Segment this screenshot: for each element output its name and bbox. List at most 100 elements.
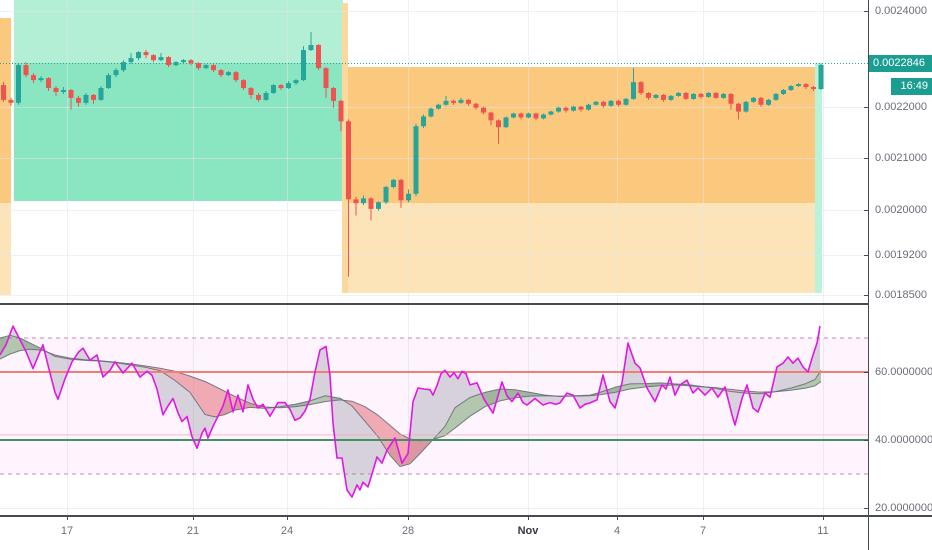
candle xyxy=(638,82,644,93)
candle xyxy=(113,70,119,76)
candle xyxy=(226,72,231,76)
axis-tick xyxy=(864,210,868,211)
candle xyxy=(8,99,14,103)
axis-tick xyxy=(864,11,868,12)
candle xyxy=(383,186,389,203)
candle xyxy=(293,80,299,84)
candle xyxy=(818,64,824,90)
candle xyxy=(773,93,779,100)
price-pane[interactable] xyxy=(0,0,932,305)
candle xyxy=(743,101,749,112)
candle xyxy=(256,94,261,100)
candle xyxy=(586,104,591,110)
candle xyxy=(106,75,111,89)
candle xyxy=(631,82,636,99)
candle xyxy=(458,99,464,103)
candle xyxy=(136,52,141,59)
candle xyxy=(398,179,404,201)
zone-exit-sliver xyxy=(815,63,822,293)
axis-tick xyxy=(864,107,868,108)
candle xyxy=(736,103,741,112)
candle xyxy=(263,92,269,100)
candle xyxy=(481,107,486,113)
candle xyxy=(338,100,344,122)
price-axis-label: 0.0024000 xyxy=(875,5,927,17)
axis-tick xyxy=(864,295,868,296)
candle xyxy=(143,52,149,56)
candle xyxy=(518,113,524,118)
candle xyxy=(473,103,479,108)
candle xyxy=(758,97,764,105)
candle xyxy=(316,45,321,69)
candle xyxy=(173,62,179,66)
zone-long-zone-dark xyxy=(14,63,343,201)
indicator-pane[interactable] xyxy=(0,305,932,515)
zone-short-tail-light xyxy=(0,203,11,295)
candle xyxy=(391,179,396,187)
time-axis[interactable]: 17 21 24 28 Nov 4 7 11 xyxy=(0,515,932,550)
candle xyxy=(683,92,689,99)
candle xyxy=(646,92,651,98)
candle xyxy=(346,121,351,200)
candle xyxy=(548,111,554,115)
candle xyxy=(526,113,531,118)
time-axis-label: 17 xyxy=(60,525,74,537)
candle xyxy=(706,92,711,97)
ma-fill-bull xyxy=(775,370,821,392)
candle xyxy=(728,93,734,104)
price-axis-label: 0.0019200 xyxy=(875,249,927,261)
candle xyxy=(158,57,164,61)
candle xyxy=(151,55,156,61)
candle xyxy=(751,97,756,102)
candle xyxy=(781,89,786,94)
candle xyxy=(608,100,614,106)
candle xyxy=(668,95,674,100)
candle xyxy=(121,62,126,71)
candle xyxy=(368,198,374,209)
ma-fill-bull xyxy=(567,382,705,397)
time-axis-label: 11 xyxy=(817,525,829,537)
candle xyxy=(721,93,726,98)
candle xyxy=(571,106,576,111)
candle xyxy=(413,126,419,194)
candle xyxy=(188,60,194,64)
candle xyxy=(323,68,329,89)
candle xyxy=(211,65,216,71)
candle xyxy=(653,94,659,98)
candle xyxy=(166,57,171,66)
candle xyxy=(98,88,104,100)
price-axis-label: 0.0020000 xyxy=(875,204,927,216)
price-axis-label: 20.0000000 xyxy=(875,502,932,514)
candle xyxy=(286,83,291,89)
candle xyxy=(616,100,621,105)
candle xyxy=(376,202,381,209)
candle xyxy=(46,78,51,89)
candle xyxy=(23,65,29,76)
candle xyxy=(578,106,584,110)
candle xyxy=(691,93,696,99)
candle xyxy=(353,199,359,204)
axis-tick xyxy=(864,255,868,256)
candle xyxy=(601,101,606,106)
axis-tick xyxy=(528,516,529,520)
candle xyxy=(436,104,441,109)
time-axis-label: 4 xyxy=(613,525,621,537)
candle xyxy=(421,116,426,127)
candle xyxy=(593,101,599,105)
candle xyxy=(68,89,74,98)
candle xyxy=(128,58,134,63)
ma-fill-bear xyxy=(48,352,274,417)
price-axis-label: 40.0000000 xyxy=(875,434,932,446)
candle xyxy=(406,193,411,201)
zone-long-zone-light xyxy=(14,0,343,63)
candle xyxy=(76,97,81,103)
axis-tick xyxy=(823,516,824,520)
time-axis-label: 7 xyxy=(699,525,707,537)
axis-tick xyxy=(617,516,618,520)
candle xyxy=(766,99,771,105)
pane-separator[interactable] xyxy=(0,303,932,305)
candle xyxy=(788,86,794,90)
candle xyxy=(331,88,336,101)
candle xyxy=(488,112,494,121)
zone-short-zone-light xyxy=(348,203,815,293)
